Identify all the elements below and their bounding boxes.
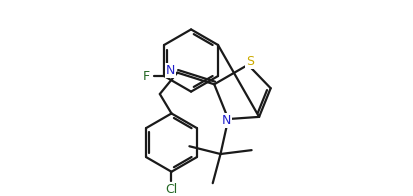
Text: N: N — [222, 114, 231, 127]
Text: F: F — [143, 70, 150, 83]
Text: S: S — [246, 55, 254, 68]
Text: Cl: Cl — [165, 183, 178, 196]
Text: N: N — [166, 64, 175, 77]
